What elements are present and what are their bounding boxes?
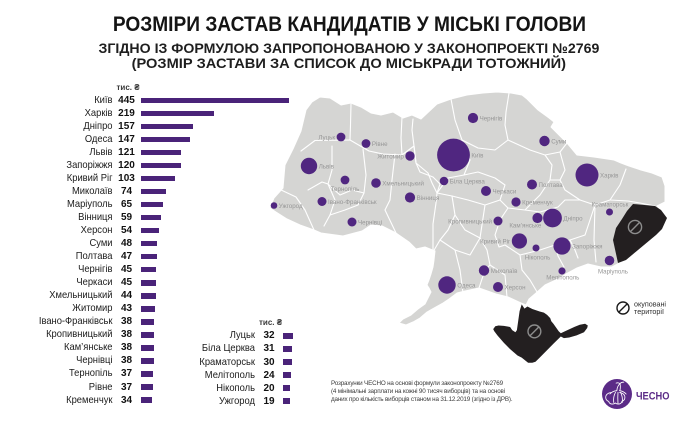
svg-text:Львів: Львів [319,163,335,170]
svg-text:Хмельницький: Хмельницький [382,180,424,187]
svg-text:Черкаси: Черкаси [493,188,517,195]
svg-text:Рівне: Рівне [372,141,388,148]
svg-text:Чернігів: Чернігів [480,115,503,122]
svg-text:Біла Церква: Біла Церква [450,178,486,185]
svg-text:Маріуполь: Маріуполь [598,268,628,275]
svg-text:Одеса: Одеса [457,282,476,289]
svg-text:Івано-Франківськ: Івано-Франківськ [328,199,377,206]
svg-text:окуповані: окуповані [634,300,666,309]
svg-text:Мелітополь: Мелітополь [546,275,579,282]
svg-text:Київ: Київ [471,152,484,159]
svg-text:Кам’янське: Кам’янське [509,223,542,230]
svg-text:Нікополь: Нікополь [525,255,551,262]
svg-text:Луцьк: Луцьк [318,134,335,141]
svg-text:Запоріжжя: Запоріжжя [572,243,602,250]
svg-text:Суми: Суми [551,138,567,145]
svg-text:Дніпро: Дніпро [563,215,583,222]
svg-text:Житомир: Житомир [377,153,404,160]
svg-text:Ужгород: Ужгород [279,203,303,210]
svg-text:ЧЕСНО: ЧЕСНО [636,391,670,403]
svg-text:Вінниця: Вінниця [417,195,440,202]
svg-text:Херсон: Херсон [505,284,526,291]
svg-text:Полтава: Полтава [539,182,564,189]
svg-text:Харків: Харків [600,172,619,179]
svg-text:Кропивницький: Кропивницький [448,218,492,225]
svg-text:Кременчук: Кременчук [522,199,553,206]
svg-text:Тернопіль: Тернопіль [331,186,360,193]
svg-text:території: території [634,307,664,316]
svg-text:Миколаїв: Миколаїв [491,268,518,275]
svg-text:Краматорськ: Краматорськ [592,201,629,208]
svg-text:Кривий Ріг: Кривий Ріг [480,238,511,245]
svg-text:Чернівці: Чернівці [358,219,382,226]
